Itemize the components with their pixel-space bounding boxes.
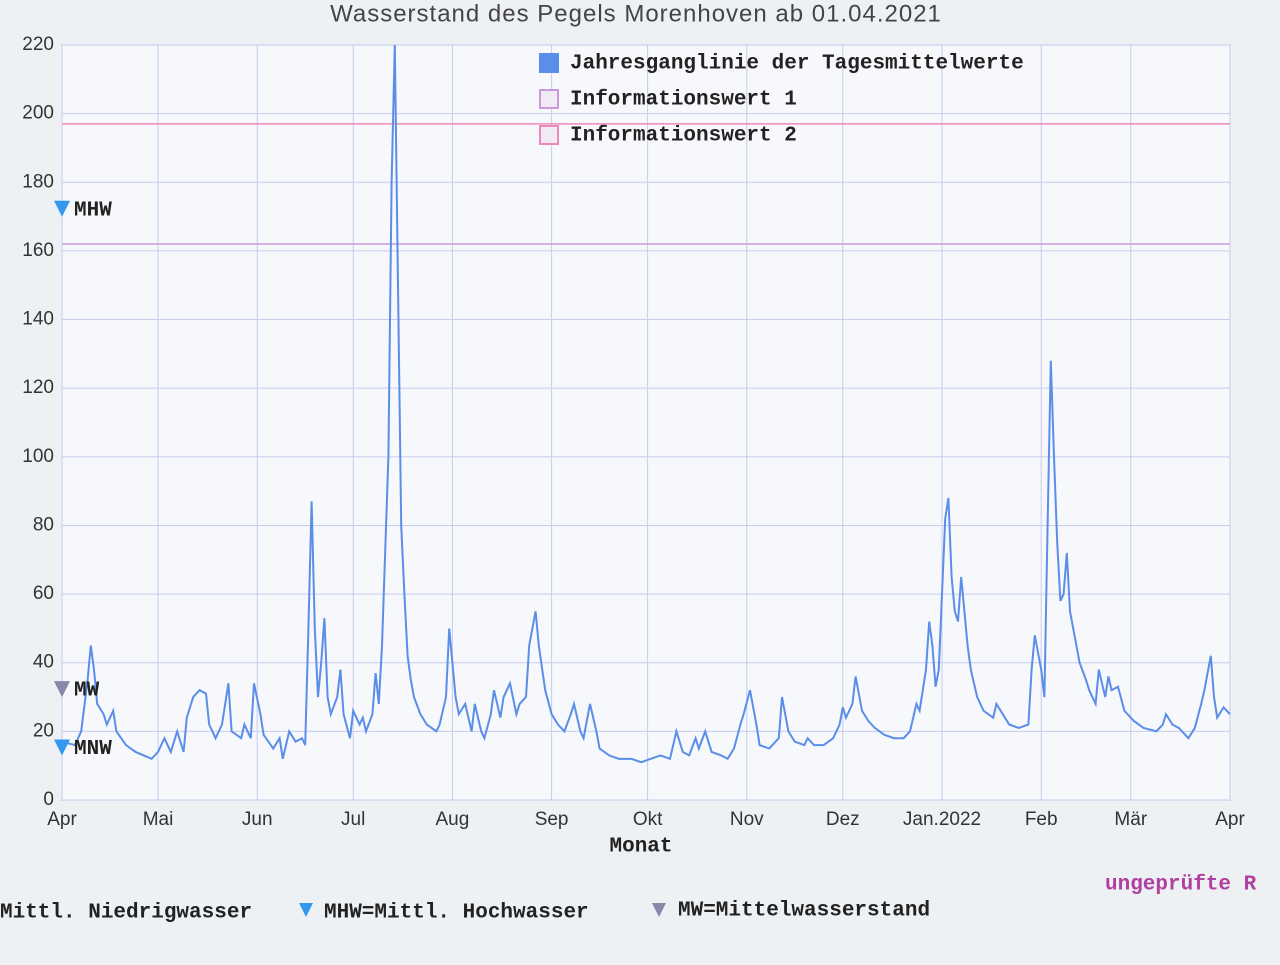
y-tick-label: 100 [22,446,54,467]
y-tick-label: 20 [33,720,54,741]
x-tick-label: Feb [1025,809,1058,830]
data-line [61,44,1231,764]
x-tick-label: Apr [47,809,77,830]
x-tick-label: Mär [1114,809,1147,830]
x-tick-label: Jun [242,809,273,830]
y-tick-label: 60 [33,583,54,604]
marker-icon [54,739,70,756]
y-tick-label: 80 [33,514,54,535]
y-tick-label: 0 [43,789,54,810]
x-tick-label: Dez [826,809,860,830]
footer-item: Mittl. Niedrigwasser [0,902,252,925]
legend-label: Informationswert 2 [570,125,797,148]
y-tick-label: 120 [22,377,54,398]
footer: ungeprüfte R Mittl. Niedrigwasser MHW=Mi… [0,874,1257,925]
footer-icon [299,903,313,917]
y-tick-label: 40 [33,652,54,673]
legend-swatch [539,125,559,145]
x-tick-label: Okt [633,809,663,830]
x-tick-label: Sep [535,809,569,830]
footer-item: MW=Mittelwasserstand [678,900,930,923]
chart-title: Wasserstand des Pegels Morenhoven ab 01.… [330,0,942,27]
marker-label: MW [74,680,100,703]
y-tick-label: 180 [22,171,54,192]
marker-icon [54,200,70,217]
x-tick-label: Aug [435,809,469,830]
x-tick-label: Jul [341,809,365,830]
x-tick-label: Mai [143,809,174,830]
footer-note: ungeprüfte R [1105,874,1257,897]
y-tick-label: 220 [22,34,54,55]
y-tick-label: 140 [22,309,54,330]
x-tick-label: Jan.2022 [903,809,981,830]
footer-item: MHW=Mittl. Hochwasser [324,902,589,925]
x-tick-label: Apr [1215,809,1245,830]
marker-icon [54,681,70,698]
x-axis-label: Monat [609,836,672,859]
legend-label: Informationswert 1 [570,89,797,112]
y-tick-label: 200 [22,103,54,124]
footer-icon [652,903,666,917]
marker-label: MHW [74,199,112,222]
legend-label: Jahresganglinie der Tagesmittelwerte [570,53,1024,76]
legend-swatch [539,53,559,73]
x-tick-label: Nov [730,809,764,830]
legend-swatch [539,89,559,109]
y-tick-label: 160 [22,240,54,261]
marker-label: MNW [74,738,112,761]
plot-area [61,44,1231,801]
